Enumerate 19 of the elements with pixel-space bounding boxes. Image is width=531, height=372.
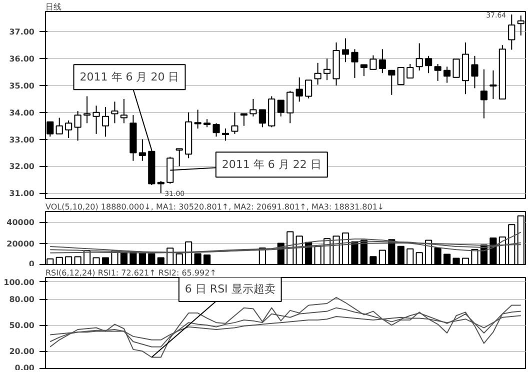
- chart-title: VOL(5,10,20) 18880.000↓, MA1: 30520.801↑, MA2: 20691.801↑, MA3: 18831.801↓: [46, 202, 384, 212]
- y-tick-label: 33.00: [9, 135, 35, 144]
- y-tick-label: 36.00: [9, 54, 35, 64]
- chart-title: RSI(6,12,24) RSI1: 72.621↑ RSI2: 65.992↑: [46, 268, 216, 278]
- y-tick-label: 40000: [6, 218, 35, 228]
- annotation: 6 日 RSI 显示超卖: [184, 282, 276, 296]
- y-tick-label: 37.00: [9, 28, 35, 37]
- y-tick-label: 100.00: [4, 278, 35, 287]
- y-tick-label: 20.00: [9, 347, 35, 356]
- annotation: 2011 年 6 月 20 日: [80, 70, 180, 84]
- y-tick-label: 50.00: [9, 321, 35, 330]
- y-tick-label: 35.00: [9, 81, 35, 90]
- y-tick-label: 32.00: [9, 162, 35, 172]
- y-tick-label: 34.00: [9, 108, 35, 118]
- y-tick-label: 80.00: [9, 295, 35, 304]
- y-tick-label: 31.00: [9, 189, 35, 198]
- annotation: 2011 年 6 月 22 日: [222, 158, 322, 172]
- chart-title: 日线: [46, 2, 62, 12]
- y-tick-label: 20000: [6, 239, 35, 248]
